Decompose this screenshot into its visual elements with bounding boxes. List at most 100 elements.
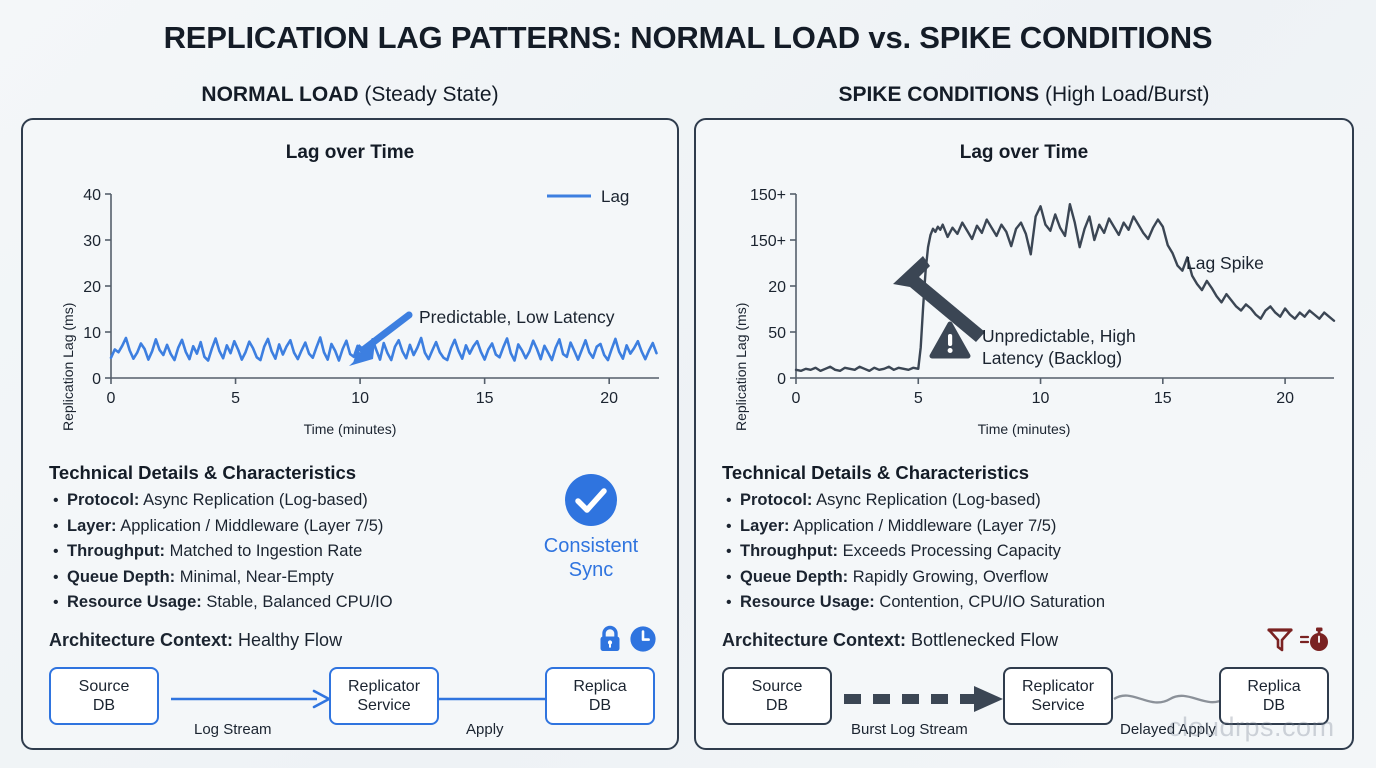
left-details-list: Protocol: Async Replication (Log-based)L… <box>49 488 519 616</box>
y-tick-label: 40 <box>83 187 101 204</box>
detail-value: Application / Middleware (Layer 7/5) <box>116 516 384 535</box>
right-panel-title: SPIKE CONDITIONS (High Load/Burst) <box>694 83 1354 107</box>
detail-label: Protocol: <box>740 491 813 509</box>
spike-conditions-panel: Lag over Time 0 50 20 150+ 150+ 0 5 10 15 20 Unpr… <box>694 118 1354 750</box>
left-status-badge: Consistent Sync <box>516 472 666 582</box>
right-flow: Source DB Replicator Service Replica DB … <box>722 659 1330 739</box>
detail-item: Layer: Application / Middleware (Layer 7… <box>49 514 519 540</box>
right-panel-title-bold: SPIKE CONDITIONS <box>838 83 1040 106</box>
detail-item: Protocol: Async Replication (Log-based) <box>49 488 519 514</box>
right-node-replica-db-line2: DB <box>1262 697 1286 714</box>
right-node-source-db[interactable]: Source DB <box>722 667 832 725</box>
left-node-source-db-line2: DB <box>92 697 116 714</box>
left-node-replica-db-line1: Replica <box>573 678 627 695</box>
detail-label: Resource Usage: <box>740 593 875 611</box>
detail-label: Queue Depth: <box>740 567 849 586</box>
right-y-axis-label: Replication Lag (ms) <box>733 302 749 431</box>
left-panel-title: NORMAL LOAD (Steady State) <box>21 83 679 107</box>
left-y-axis-label: Replication Lag (ms) <box>60 302 76 431</box>
lock-icon <box>597 625 623 658</box>
clock-icon <box>629 625 657 658</box>
left-node-replicator-service[interactable]: Replicator Service <box>329 667 439 725</box>
x-tick-label: 15 <box>476 390 494 407</box>
warning-triangle-icon-chart <box>929 321 971 359</box>
left-panel-title-sub: (Steady State) <box>358 83 499 106</box>
right-node-replica-db[interactable]: Replica DB <box>1219 667 1329 725</box>
right-arch-value: Bottlenecked Flow <box>906 630 1059 650</box>
right-arch-label: Architecture Context: <box>722 630 907 650</box>
left-details: Technical Details & Characteristics Prot… <box>49 462 519 616</box>
y-tick-label: 20 <box>83 279 101 296</box>
right-edge-label-delayed-apply: Delayed Apply <box>1120 721 1216 738</box>
left-x-axis-label: Time (minutes) <box>303 421 397 437</box>
right-edge-label-burst-log-stream: Burst Log Stream <box>851 721 968 738</box>
y-tick-label: 20 <box>768 279 786 296</box>
left-node-source-db[interactable]: Source DB <box>49 667 159 725</box>
x-tick-label: 20 <box>1276 390 1294 407</box>
detail-item: Throughput: Exceeds Processing Capacity <box>722 539 1192 565</box>
left-badge-line2: Sync <box>568 559 614 581</box>
right-chart-title: Lag over Time <box>959 142 1089 163</box>
left-arch-label: Architecture Context: <box>49 630 234 650</box>
detail-value: Rapidly Growing, Overflow <box>848 567 1049 586</box>
right-architecture: Architecture Context: Bottlenecked Flow <box>722 627 1330 739</box>
detail-item: Protocol: Async Replication (Log-based) <box>722 488 1192 514</box>
detail-value: Exceeds Processing Capacity <box>838 542 1061 560</box>
left-panel-title-bold: NORMAL LOAD <box>201 83 359 106</box>
left-legend: Lag <box>547 187 629 206</box>
x-tick-label: 10 <box>351 390 369 407</box>
y-tick-label: 0 <box>777 371 786 388</box>
left-edge-label-log-stream: Log Stream <box>194 721 272 738</box>
detail-value: Stable, Balanced CPU/IO <box>201 593 393 611</box>
right-arch-icons <box>1266 626 1330 656</box>
x-tick-label: 0 <box>107 390 116 407</box>
left-annotation-arrow <box>349 311 413 366</box>
y-tick-label: 10 <box>83 325 101 342</box>
right-node-replica-db-line1: Replica <box>1247 678 1301 695</box>
detail-label: Resource Usage: <box>67 593 202 611</box>
detail-item: Queue Depth: Minimal, Near-Empty <box>49 565 519 591</box>
detail-label: Layer: <box>67 516 117 535</box>
detail-value: Async Replication (Log-based) <box>139 491 368 509</box>
y-tick-label: 50 <box>768 325 786 342</box>
x-tick-label: 5 <box>914 390 923 407</box>
left-node-replicator-line2: Service <box>357 697 411 714</box>
left-arch-value: Healthy Flow <box>233 630 343 650</box>
right-panel-title-sub: (High Load/Burst) <box>1039 83 1210 106</box>
left-node-source-db-line1: Source <box>78 678 130 695</box>
x-tick-label: 15 <box>1154 390 1172 407</box>
y-tick-label: 30 <box>83 233 101 250</box>
left-node-replica-db[interactable]: Replica DB <box>545 667 655 725</box>
right-annotation-arrow <box>893 256 985 342</box>
detail-value: Application / Middleware (Layer 7/5) <box>789 516 1057 535</box>
detail-item: Resource Usage: Contention, CPU/IO Satur… <box>722 590 1192 616</box>
left-details-heading: Technical Details & Characteristics <box>49 462 357 483</box>
right-arch-heading: Architecture Context: Bottlenecked Flow <box>722 630 1330 651</box>
left-badge-line1: Consistent <box>543 535 639 557</box>
detail-item: Throughput: Matched to Ingestion Rate <box>49 539 519 565</box>
detail-item: Layer: Application / Middleware (Layer 7… <box>722 514 1192 540</box>
y-tick-label: 150+ <box>750 233 786 250</box>
left-annotation-label: Predictable, Low Latency <box>419 307 615 327</box>
right-node-replicator-line2: Service <box>1031 697 1085 714</box>
left-node-replica-db-line2: DB <box>588 697 612 714</box>
detail-value: Minimal, Near-Empty <box>175 567 334 586</box>
right-details-list: Protocol: Async Replication (Log-based)L… <box>722 488 1192 616</box>
right-spike-label: Lag Spike <box>1186 253 1264 273</box>
detail-item: Resource Usage: Stable, Balanced CPU/IO <box>49 590 519 616</box>
funnel-icon <box>1266 625 1294 658</box>
left-chart: 0 10 20 30 40 0 5 10 15 20 Lag Predictable, Low L… <box>23 166 677 441</box>
page-title: REPLICATION LAG PATTERNS: NORMAL LOAD vs… <box>163 20 1213 55</box>
detail-label: Layer: <box>740 516 790 535</box>
stopwatch-icon <box>1299 625 1330 658</box>
left-node-replicator-line1: Replicator <box>347 678 421 695</box>
right-node-replicator-service[interactable]: Replicator Service <box>1003 667 1113 725</box>
right-details: Technical Details & Characteristics Prot… <box>722 462 1192 616</box>
x-tick-label: 0 <box>792 390 801 407</box>
x-tick-label: 10 <box>1032 390 1050 407</box>
check-circle-icon <box>516 472 666 528</box>
y-tick-label: 0 <box>92 371 101 388</box>
left-arch-icons <box>597 625 657 658</box>
detail-label: Throughput: <box>740 542 839 560</box>
